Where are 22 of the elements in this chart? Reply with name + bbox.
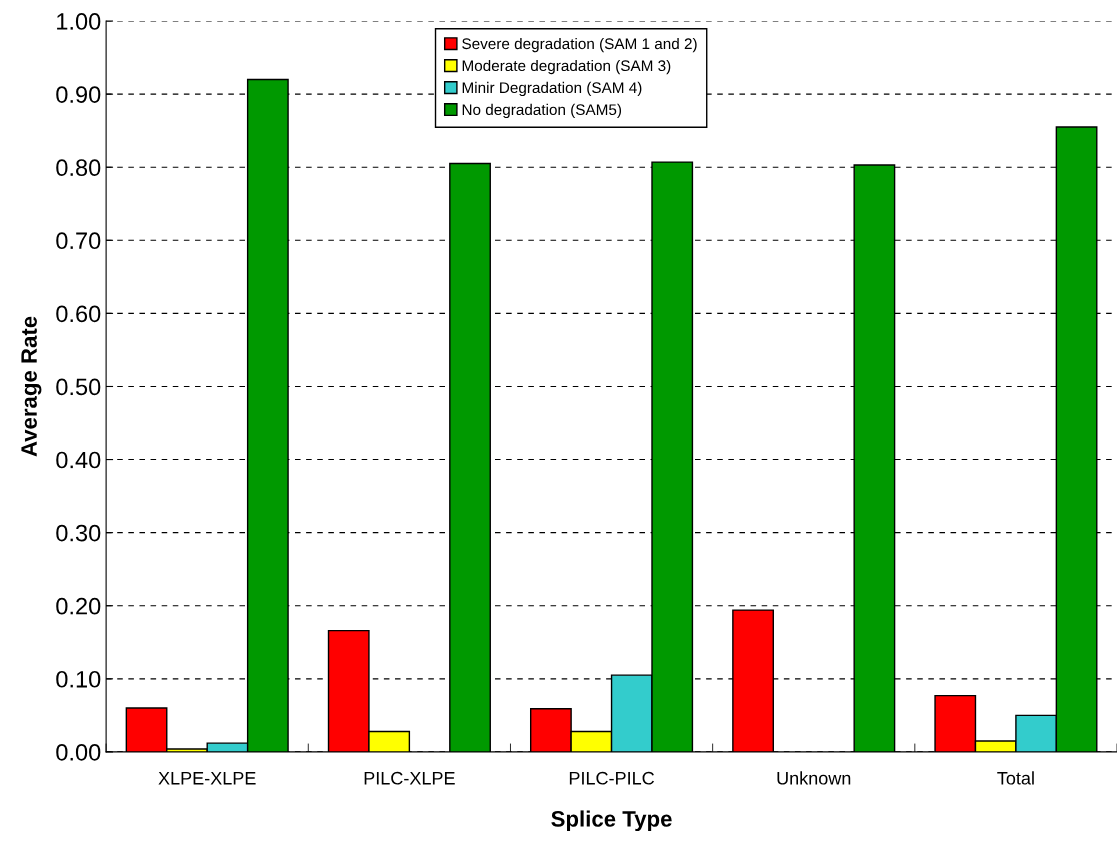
x-tick-label: Total — [997, 771, 1034, 785]
y-tick-label: 0.40 — [56, 451, 101, 469]
x-tick-label: XLPE-XLPE — [158, 772, 256, 785]
y-tick-label: 0.50 — [56, 378, 101, 396]
y-tick-label: 0.90 — [56, 86, 101, 103]
legend-label: Minir Degradation (SAM 4) — [462, 81, 642, 97]
legend-label: No degradation (SAM5) — [462, 103, 622, 119]
y-axis-title: Average Rate — [21, 316, 42, 457]
x-tick-label: PILC-XLPE — [364, 771, 455, 785]
x-tick-label: PILC-PILC — [569, 771, 655, 785]
legend-label: Moderate degradation (SAM 3) — [462, 59, 671, 75]
y-tick-label: 0.70 — [56, 232, 101, 250]
y-tick-label: 0.60 — [56, 305, 101, 323]
legend-label: Severe degradation (SAM 1 and 2) — [462, 37, 697, 53]
y-tick-label: 0.30 — [56, 524, 101, 542]
y-tick-label: 1.00 — [57, 13, 101, 30]
y-tick-label: 0.80 — [56, 159, 101, 177]
x-axis-title: Splice Type — [551, 810, 672, 832]
y-tick-label: 0.10 — [56, 670, 101, 688]
x-tick-label: Unknown — [777, 771, 851, 785]
y-tick-label: 0.20 — [56, 597, 101, 615]
y-tick-label: 0.00 — [56, 743, 101, 761]
